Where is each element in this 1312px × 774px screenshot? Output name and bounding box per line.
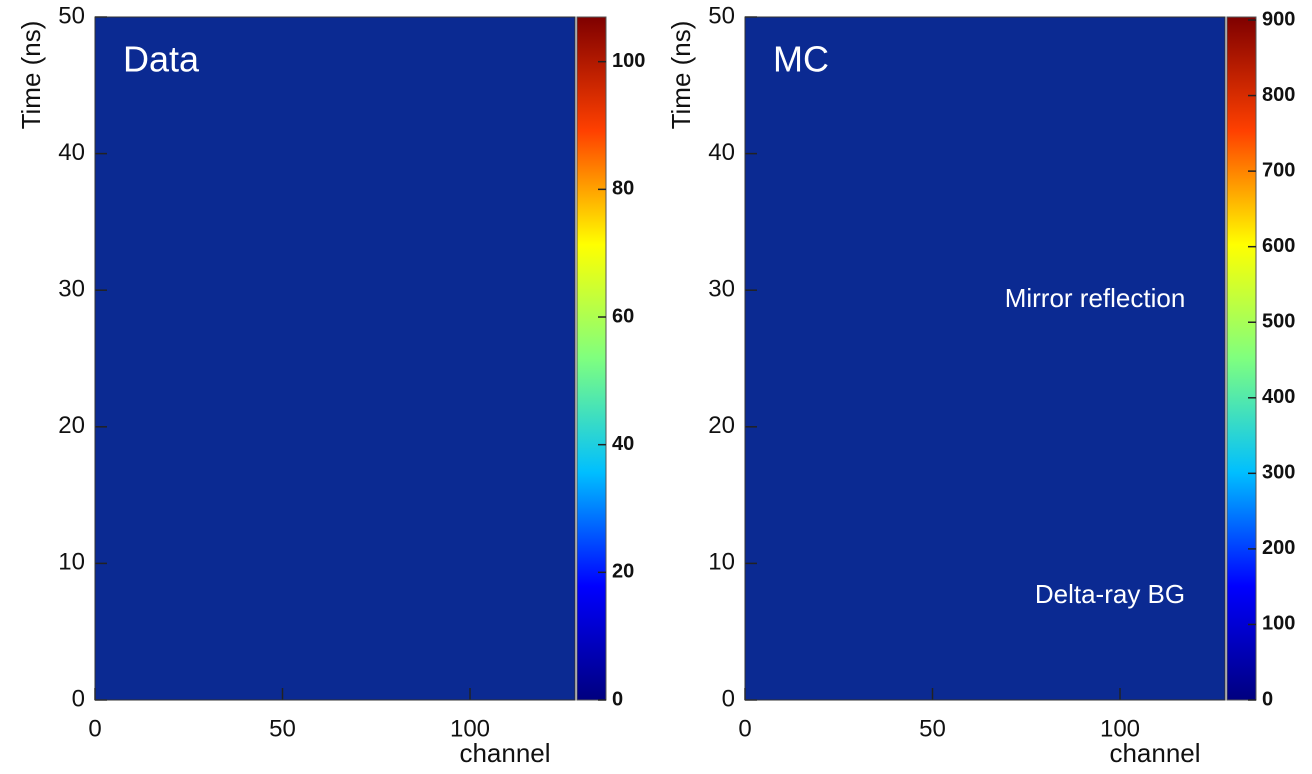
- x-axis-label: channel: [1109, 738, 1200, 768]
- x-axis-label: channel: [459, 738, 550, 768]
- plot-area: [745, 17, 1225, 700]
- colorbar-tick-label: 40: [612, 433, 634, 455]
- colorbar-tick-label: 300: [1262, 462, 1295, 484]
- colorbar-tick-label: 800: [1262, 84, 1295, 106]
- colorbar-tick-label: 20: [612, 561, 634, 583]
- colorbar-tick-label: 200: [1262, 537, 1295, 559]
- panel-label: MC: [773, 39, 829, 80]
- colorbar: [1226, 16, 1257, 701]
- colorbar-tick-label: 100: [1262, 613, 1295, 635]
- colorbar-tick-label: 0: [1262, 688, 1273, 710]
- colorbar-tick-label: 0: [612, 688, 623, 710]
- colorbar-tick-label: 500: [1262, 311, 1295, 333]
- colorbar-tick-label: 60: [612, 305, 634, 327]
- annotation: Delta-ray BG: [1035, 579, 1185, 609]
- x-tick-label: 0: [738, 715, 751, 742]
- x-tick-label: 100: [450, 715, 490, 742]
- colorbar-tick-label: 700: [1262, 159, 1295, 181]
- y-tick-label: 20: [708, 412, 735, 439]
- y-tick-label: 0: [722, 685, 735, 712]
- panel-label: Data: [123, 39, 200, 80]
- y-tick-label: 10: [708, 549, 735, 576]
- y-axis-label: Time (ns): [16, 21, 46, 130]
- x-tick-label: 0: [88, 715, 101, 742]
- y-tick-label: 30: [58, 276, 85, 303]
- y-tick-label: 40: [58, 139, 85, 166]
- y-tick-label: 50: [708, 2, 735, 29]
- plot-frame: [744, 16, 1226, 701]
- y-tick-label: 50: [58, 2, 85, 29]
- annotation: Mirror reflection: [1005, 283, 1186, 313]
- y-tick-label: 0: [72, 685, 85, 712]
- colorbar-tick-label: 600: [1262, 235, 1295, 257]
- y-tick-label: 20: [58, 412, 85, 439]
- x-tick-label: 50: [919, 715, 946, 742]
- y-tick-label: 30: [708, 276, 735, 303]
- colorbar: [576, 16, 607, 701]
- y-axis-label: Time (ns): [666, 21, 696, 130]
- colorbar-tick-label: 100: [612, 50, 645, 72]
- colorbar-tick-label: 400: [1262, 386, 1295, 408]
- colorbar-tick-label: 80: [612, 178, 634, 200]
- x-tick-label: 50: [269, 715, 296, 742]
- x-tick-label: 100: [1100, 715, 1140, 742]
- colorbar-tick-label: 900: [1262, 8, 1295, 30]
- plot-area: [95, 17, 575, 700]
- plot-frame: [94, 16, 576, 701]
- y-tick-label: 40: [708, 139, 735, 166]
- y-tick-label: 10: [58, 549, 85, 576]
